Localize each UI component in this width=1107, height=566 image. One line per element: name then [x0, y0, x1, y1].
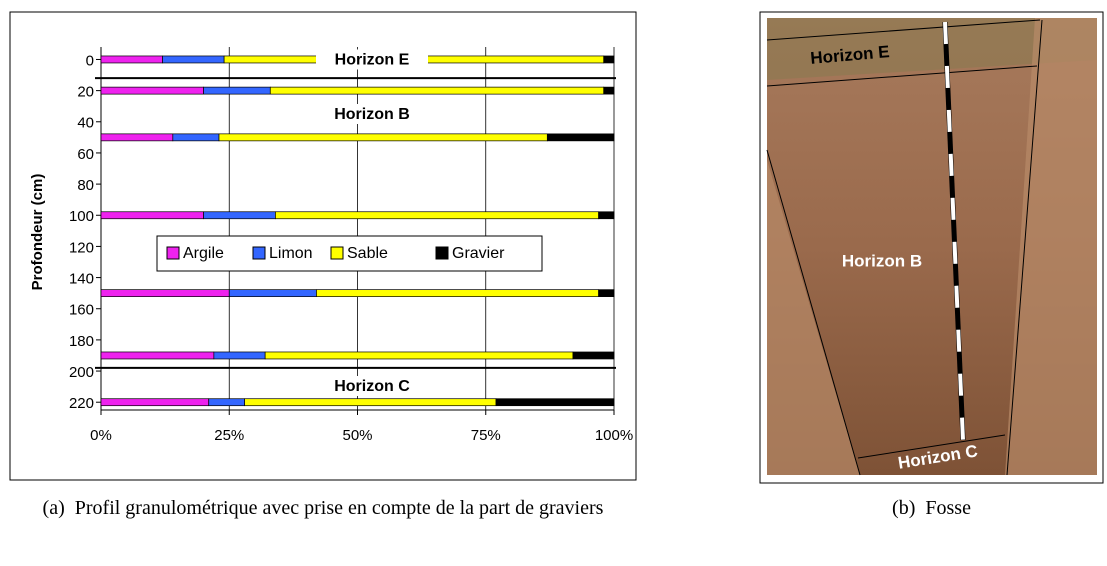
y-tick-label: 120: [69, 239, 94, 256]
annotation-bg: [316, 376, 428, 396]
bar-segment: [100, 351, 215, 360]
y-axis-title: Profondeur (cm): [29, 174, 46, 291]
bar-segment: [316, 289, 599, 298]
y-tick-label: 80: [77, 177, 94, 194]
bar-segment: [598, 211, 615, 220]
photo-line: [766, 65, 1038, 87]
y-tick-label: 100: [69, 208, 94, 225]
bar-segment: [228, 289, 317, 298]
bar-segment: [172, 133, 220, 142]
bar-segment: [100, 289, 230, 298]
caption: (a) Profil granulométrique avec prise en…: [0, 487, 646, 529]
y-tick-label: 220: [69, 395, 94, 412]
legend-label: Argile: [183, 245, 224, 262]
y-tick-label: 140: [69, 271, 94, 288]
bar-segment: [100, 211, 204, 220]
y-tick-label: 60: [77, 146, 94, 163]
annotation-bg: [316, 104, 428, 124]
bar-segment: [603, 86, 615, 95]
legend-label: Sable: [347, 245, 388, 262]
bar-segment: [264, 351, 574, 360]
bar-segment: [603, 55, 615, 64]
bar-segment: [100, 86, 204, 95]
photo-line: [766, 19, 1041, 41]
legend-label: Limon: [269, 245, 313, 262]
caption-text: Profil granulométrique avec prise en com…: [74, 497, 604, 519]
y-tick-label: 0: [86, 52, 94, 69]
bar-segment: [572, 351, 615, 360]
bar-segment: [100, 133, 174, 142]
y-tick-label: 20: [77, 84, 94, 101]
bar-segment: [100, 55, 163, 64]
bar-segment: [100, 398, 210, 407]
y-tick-label: 160: [69, 302, 94, 319]
legend-swatch: [435, 246, 449, 260]
bar-segment: [546, 133, 615, 142]
x-tick-label: 0%: [90, 427, 112, 444]
bar-segment: [203, 211, 276, 220]
x-tick-label: 50%: [342, 427, 372, 444]
photo-line: [857, 434, 1006, 459]
legend-box: [156, 235, 543, 272]
caption-label: (a): [42, 497, 65, 519]
legend-label: Gravier: [452, 245, 505, 262]
bar-segment: [275, 211, 599, 220]
x-tick-label: 75%: [471, 427, 501, 444]
caption: (b) Fosse: [760, 487, 1103, 529]
bar-segment: [495, 398, 615, 407]
photo-line: [766, 149, 861, 476]
y-tick-label: 200: [69, 364, 94, 381]
legend-swatch: [330, 246, 344, 260]
x-tick-label: 100%: [595, 427, 633, 444]
bar-segment: [162, 55, 225, 64]
bar-segment: [218, 133, 548, 142]
annotation: Horizon C: [334, 378, 410, 395]
y-tick-label: 40: [77, 115, 94, 132]
annotation: Horizon E: [335, 52, 410, 69]
annotation-bg: [316, 49, 428, 70]
legend-swatch: [252, 246, 266, 260]
photo-label: Horizon B: [842, 251, 922, 270]
bar-segment: [203, 86, 271, 95]
bar-segment: [598, 289, 615, 298]
caption-label: (b): [892, 497, 916, 519]
photo-scale: [942, 21, 966, 441]
bar-segment: [208, 398, 245, 407]
figure: Profondeur (cm) 0% 25% 50% 75% 100% 0 20 40 60 80…: [9, 11, 1104, 484]
bar-segment: [244, 398, 497, 407]
x-tick-label: 25%: [214, 427, 244, 444]
bar-segment: [269, 86, 605, 95]
photo-wall: [1005, 18, 1097, 475]
bar-segment: [213, 351, 266, 360]
photo-wall: [767, 160, 860, 475]
photo-line: [1006, 19, 1043, 476]
y-tick-label: 180: [69, 333, 94, 350]
caption-text: Fosse: [925, 497, 971, 519]
annotation: Horizon B: [334, 106, 410, 123]
photo: Horizon E Horizon B Horizon C: [759, 11, 1104, 484]
legend-swatch: [166, 246, 180, 260]
